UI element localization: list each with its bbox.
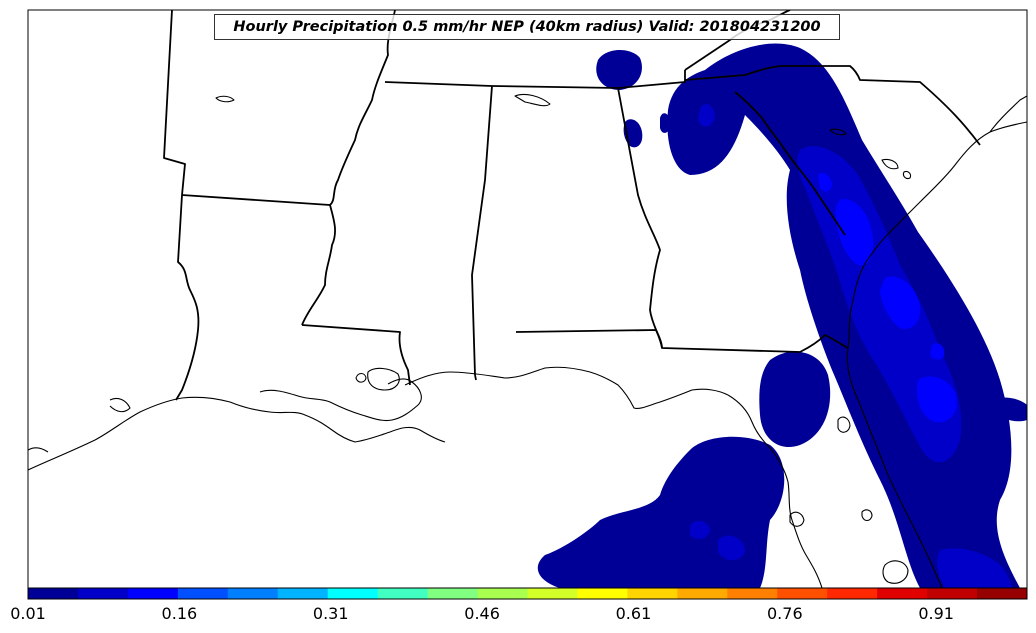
- precip-max-small: [818, 172, 832, 192]
- colorbar-segment: [827, 588, 878, 599]
- colorbar-segment: [177, 588, 229, 599]
- coast-lake-fl-4: [789, 511, 805, 527]
- coast-lake-sc-3: [902, 170, 912, 180]
- colorbar-segment: [28, 588, 79, 599]
- colorbar-segment: [927, 588, 978, 599]
- border-la-tx: [175, 194, 200, 401]
- colorbar-segment: [977, 588, 1028, 599]
- coast-louisiana: [259, 378, 422, 422]
- precipitation-field: [537, 43, 1027, 588]
- colorbar-segment: [127, 588, 179, 599]
- border-nc-south: [684, 64, 981, 146]
- border-al-fl: [515, 329, 801, 353]
- precip-blob-gulf: [537, 436, 785, 588]
- colorbar-segment: [527, 588, 578, 599]
- border-ar-ok: [163, 10, 186, 196]
- border-al-ga: [617, 87, 663, 349]
- coastlines: [28, 93, 1027, 588]
- coast-lake-al: [514, 93, 551, 107]
- colorbar-segment: [577, 588, 628, 599]
- precip-max-fl-east: [880, 276, 921, 329]
- precip-level-3: [818, 172, 957, 423]
- coast-lake-sc: [829, 128, 847, 136]
- border-mississippi-river: [301, 10, 396, 326]
- precip-level-1: [537, 43, 1027, 588]
- colorbar-segment: [277, 588, 329, 599]
- colorbar-tick-label: 0.91: [918, 604, 954, 623]
- colorbar-frame: [27, 587, 1028, 600]
- border-tn-south: [384, 81, 619, 89]
- colorbar-segment: [777, 588, 828, 599]
- colorbar-segment: [627, 588, 678, 599]
- coast-ga-sc: [847, 121, 1027, 349]
- precip-blob-ga-north: [596, 49, 642, 90]
- map-title: Hourly Precipitation 0.5 mm/hr NEP (40km…: [214, 14, 840, 40]
- coast-texas: [28, 396, 446, 471]
- border-ga-sc: [734, 91, 846, 236]
- colorbar-tick-label: 0.31: [313, 604, 349, 623]
- colorbar-ticks: 0.01 0.16 0.31 0.46 0.61 0.76 0.91: [10, 604, 954, 623]
- coast-lake-fl-2: [861, 509, 873, 522]
- precip-max-small-2: [930, 343, 945, 360]
- colorbar-tick-label: 0.01: [10, 604, 46, 623]
- colorbar-segment: [477, 588, 528, 599]
- colorbar: [27, 587, 1028, 600]
- precip-blob-sc-coast: [660, 113, 670, 133]
- colorbar-segment: [327, 588, 379, 599]
- border-la-ms: [301, 324, 411, 386]
- coast-nc: [989, 95, 1027, 133]
- border-ar-la: [181, 194, 331, 206]
- coast-lake-sc-2: [881, 158, 899, 170]
- precip-blob-atlantic-east: [990, 397, 1027, 422]
- coast-ms-al: [404, 366, 729, 409]
- colorbar-segment: [377, 588, 429, 599]
- border-ga-fl: [799, 334, 849, 353]
- coast-lake-fl-1: [882, 560, 909, 584]
- coast-florida-panhandle: [727, 394, 823, 588]
- precip-core-sc: [698, 104, 715, 127]
- colorbar-tick-label: 0.46: [464, 604, 500, 623]
- coast-lake-small: [355, 372, 367, 383]
- coast-lake-tn: [215, 95, 235, 103]
- colorbar-tick-label: 0.16: [162, 604, 198, 623]
- state-boundaries: [163, 10, 981, 401]
- coast-lake-fl-3: [837, 416, 851, 433]
- precip-max-fl-south: [916, 376, 957, 423]
- border-ms-al: [471, 85, 493, 376]
- precip-core-gulf-2: [718, 535, 745, 561]
- colorbar-tick-label: 0.61: [616, 604, 652, 623]
- colorbar-segment: [227, 588, 279, 599]
- coast-tx-bays: [28, 397, 131, 453]
- precip-core-south: [937, 548, 1012, 588]
- precip-core-gulf: [690, 520, 710, 540]
- coast-lake-pontchartrain: [367, 367, 400, 391]
- colorbar-segment: [727, 588, 778, 599]
- border-ga-nc: [617, 70, 686, 89]
- colorbar-segment: [877, 588, 928, 599]
- precip-blob-fl-panhandle: [759, 351, 831, 447]
- colorbar-segment: [427, 588, 479, 599]
- colorbar-tick-label: 0.76: [767, 604, 803, 623]
- border-ms-al-coast: [474, 374, 477, 381]
- colorbar-segment: [77, 588, 129, 599]
- colorbar-segment: [677, 588, 728, 599]
- coast-florida-atlantic: [846, 347, 943, 588]
- precip-max-ga-coast: [835, 199, 874, 266]
- map-content: [28, 10, 1027, 588]
